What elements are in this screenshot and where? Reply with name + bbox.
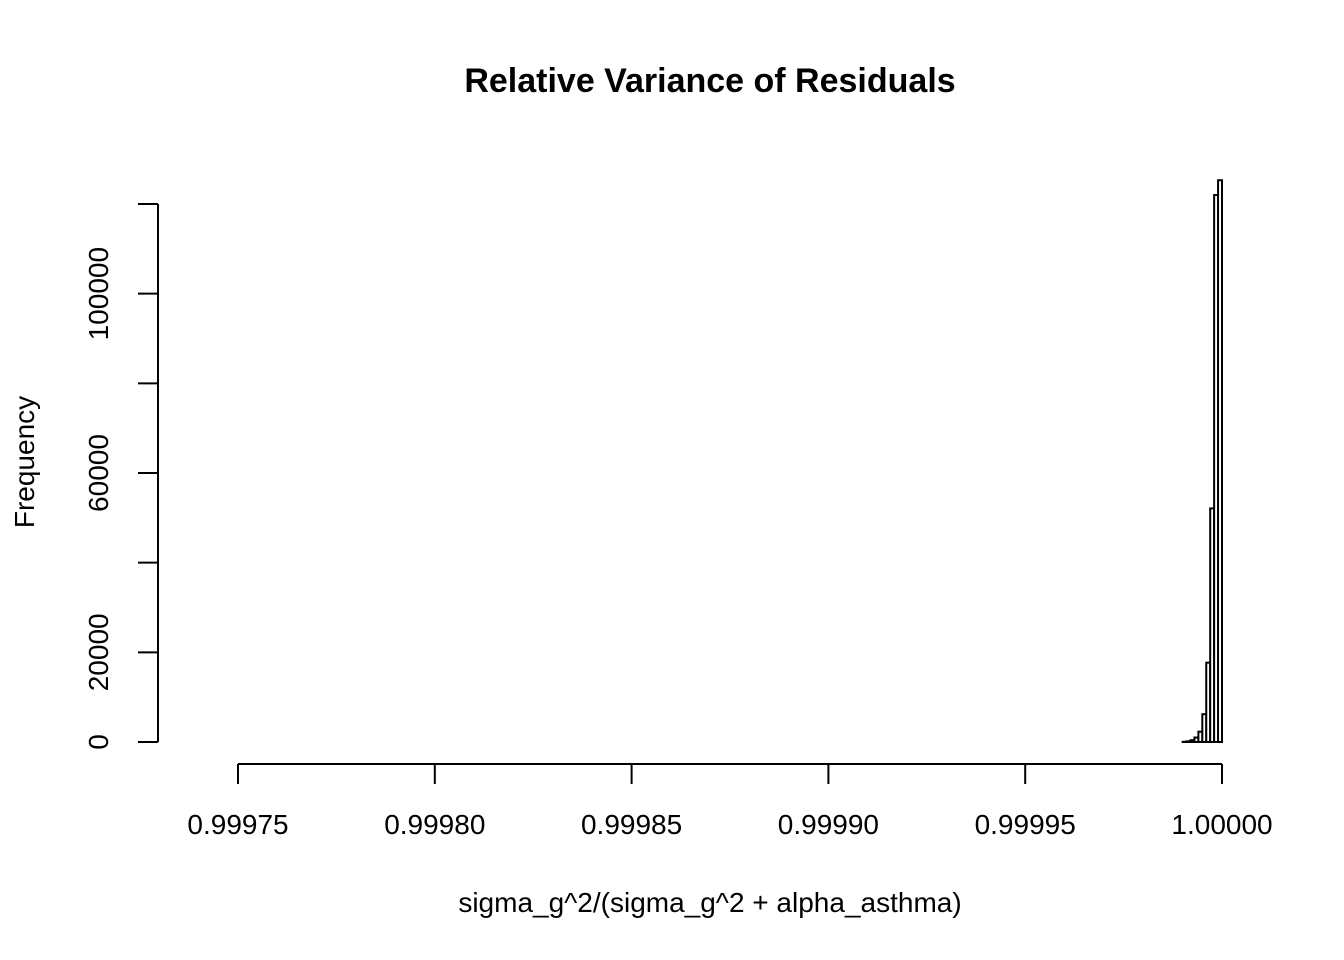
chart-title: Relative Variance of Residuals: [464, 62, 955, 100]
y-tick-label-3: 60000: [83, 434, 114, 512]
x-axis: 0.99975 0.99980 0.99985 0.99990 0.99995 1.000…: [187, 763, 1273, 840]
y-tick-label-5: 100000: [83, 247, 114, 340]
y-tick-label-0: 0: [83, 734, 114, 750]
x-tick-label-1: 0.99980: [384, 809, 485, 840]
y-tick-label-1: 20000: [83, 613, 114, 691]
y-axis-label: Frequency: [9, 396, 40, 528]
histogram-bar-25: [1217, 179, 1223, 743]
bars-group: [1181, 179, 1223, 744]
y-axis: 0 20000 60000 100000: [83, 203, 159, 750]
x-tick-label-5: 1.00000: [1171, 809, 1272, 840]
x-tick-label-2: 0.99985: [581, 809, 682, 840]
x-axis-label: sigma_g^2/(sigma_g^2 + alpha_asthma): [458, 887, 961, 918]
x-tick-label-3: 0.99990: [778, 809, 879, 840]
x-tick-label-4: 0.99995: [975, 809, 1076, 840]
x-tick-label-0: 0.99975: [187, 809, 288, 840]
